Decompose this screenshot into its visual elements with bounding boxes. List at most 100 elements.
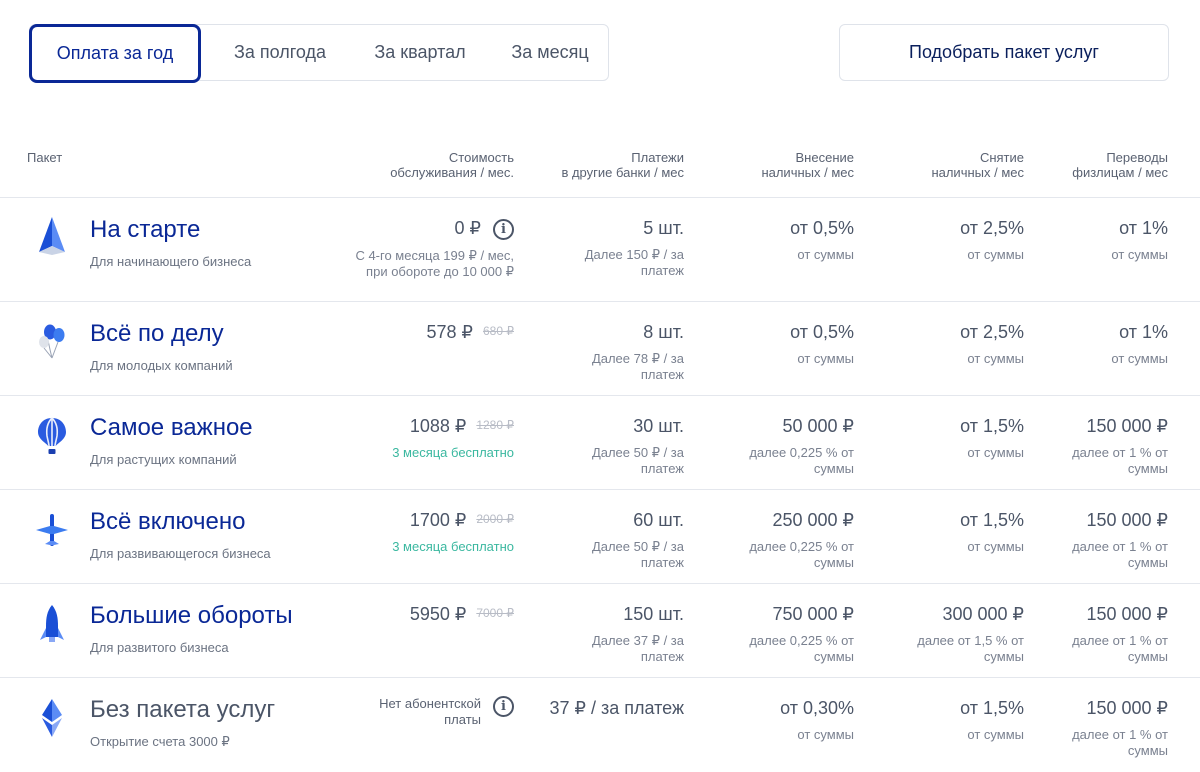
transfers-note: от суммы	[1111, 247, 1168, 262]
withdraw-value: от 1,5%	[960, 698, 1024, 718]
package-description: Для молодых компаний	[90, 358, 233, 373]
withdraw-cell: от 2,5% от суммы	[960, 322, 1024, 367]
payments-note: Далее 50 ₽ / за платеж	[591, 539, 684, 570]
deposit-cell: от 0,30% от суммы	[780, 698, 854, 743]
table-header: Пакет Стоимость обслуживания / мес. Плате…	[0, 150, 1200, 198]
withdraw-value: от 1,5%	[960, 510, 1024, 530]
transfers-value: 150 000 ₽	[1086, 698, 1168, 718]
transfers-value: от 1%	[1119, 322, 1168, 342]
crystal-icon	[36, 698, 68, 738]
deposit-cell: 250 000 ₽ далее 0,225 % от суммы	[749, 510, 854, 571]
transfers-value: от 1%	[1119, 218, 1168, 238]
deposit-note: далее 0,225 % от суммы	[749, 445, 854, 476]
deposit-value: от 0,30%	[780, 698, 854, 718]
price-note: 3 месяца бесплатно	[392, 445, 514, 460]
hot-air-balloon-icon	[36, 416, 68, 456]
package-description: Для развивающегося бизнеса	[90, 546, 271, 561]
withdraw-value: от 2,5%	[960, 322, 1024, 342]
price-cell: 5950 ₽ 7000 ₽	[410, 604, 514, 625]
header-withdraw: Снятие наличных / мес	[931, 150, 1024, 180]
tab-half-year[interactable]: За полгода	[233, 42, 327, 62]
payments-note: Далее 150 ₽ / за платеж	[584, 247, 684, 278]
price: 0 ₽	[454, 218, 481, 238]
transfers-note: далее от 1 % от суммы	[1072, 727, 1168, 758]
payments-note: Далее 78 ₽ / за платеж	[591, 351, 684, 382]
withdraw-value: от 2,5%	[960, 218, 1024, 238]
table-row[interactable]: Всё включено Для развивающегося бизнеса 17…	[0, 490, 1200, 584]
package-description: Для развитого бизнеса	[90, 640, 229, 655]
tab-year[interactable]: Оплата за год	[29, 24, 201, 83]
old-price: 7000 ₽	[476, 606, 514, 620]
deposit-cell: 50 000 ₽ далее 0,225 % от суммы	[749, 416, 854, 477]
transfers-note: далее от 1 % от суммы	[1072, 539, 1168, 570]
transfers-cell: 150 000 ₽ далее от 1 % от суммы	[1072, 604, 1168, 665]
payments-value: 5 шт.	[643, 218, 684, 238]
price: 578 ₽	[426, 322, 474, 342]
price-cell: Нет абонентской платы i	[379, 696, 514, 728]
deposit-value: 750 000 ₽	[772, 604, 854, 624]
transfers-value: 150 000 ₽	[1086, 510, 1168, 530]
billing-period-tabs: Оплата за год За полгода За квартал За м…	[29, 24, 609, 83]
payments-value: 30 шт.	[633, 416, 684, 436]
price-note: 3 месяца бесплатно	[392, 539, 514, 554]
withdraw-cell: от 2,5% от суммы	[960, 218, 1024, 263]
withdraw-value: 300 000 ₽	[942, 604, 1024, 624]
payments-note: Далее 50 ₽ / за платеж	[591, 445, 684, 476]
deposit-cell: от 0,5% от суммы	[790, 218, 854, 263]
package-name[interactable]: Всё включено	[90, 508, 246, 535]
withdraw-cell: от 1,5% от суммы	[960, 416, 1024, 461]
package-name[interactable]: Большие обороты	[90, 602, 293, 629]
withdraw-note: далее от 1,5 % от суммы	[917, 633, 1024, 664]
transfers-cell: от 1% от суммы	[1111, 322, 1168, 367]
price-note: С 4-го месяца 199 ₽ / мес, при обороте до…	[355, 248, 514, 279]
transfers-value: 150 000 ₽	[1086, 416, 1168, 436]
pick-package-button[interactable]: Подобрать пакет услуг	[839, 24, 1169, 81]
withdraw-cell: 300 000 ₽ далее от 1,5 % от суммы	[917, 604, 1024, 665]
deposit-note: далее 0,225 % от суммы	[749, 633, 854, 664]
payments-value: 60 шт.	[633, 510, 684, 530]
package-description: Для начинающего бизнеса	[90, 254, 252, 269]
payments-note: Далее 37 ₽ / за платеж	[591, 633, 684, 664]
payments-value: 37 ₽ / за платеж	[549, 698, 685, 718]
table-row[interactable]: Без пакета услуг Открытие счета 3000 ₽ Нет…	[0, 678, 1200, 772]
package-name[interactable]: Без пакета услуг	[90, 696, 276, 723]
withdraw-note: от суммы	[967, 727, 1024, 742]
package-name[interactable]: Самое важное	[90, 414, 253, 441]
header-transfers: Переводы физлицам / мес	[1072, 150, 1168, 180]
price-cell: 1088 ₽ 1280 ₽ 3 месяца бесплатно	[392, 416, 514, 461]
package-name[interactable]: Всё по делу	[90, 320, 224, 347]
deposit-cell: 750 000 ₽ далее 0,225 % от суммы	[749, 604, 854, 665]
package-name[interactable]: На старте	[90, 216, 201, 243]
airplane-icon	[36, 510, 68, 550]
price: 1088 ₽	[409, 416, 467, 436]
withdraw-note: от суммы	[967, 539, 1024, 554]
deposit-value: от 0,5%	[790, 218, 854, 238]
old-price: 1280 ₽	[476, 418, 514, 432]
deposit-note: от суммы	[797, 351, 854, 366]
info-icon[interactable]: i	[493, 219, 514, 240]
payments-cell: 5 шт. Далее 150 ₽ / за платеж	[585, 218, 684, 279]
transfers-note: от суммы	[1111, 351, 1168, 366]
balloons-icon	[36, 322, 68, 362]
header-payments: Платежи в другие банки / мес	[561, 150, 684, 180]
payments-cell: 60 шт. Далее 50 ₽ / за платеж	[592, 510, 684, 571]
withdraw-note: от суммы	[967, 445, 1024, 460]
tab-month[interactable]: За месяц	[511, 42, 589, 62]
price: 5950 ₽	[409, 604, 467, 624]
transfers-cell: 150 000 ₽ далее от 1 % от суммы	[1072, 416, 1168, 477]
table-row[interactable]: На старте Для начинающего бизнеса 0 ₽ i С 4-…	[0, 198, 1200, 302]
info-icon[interactable]: i	[493, 696, 514, 717]
table-row[interactable]: Самое важное Для растущих компаний 1088 ₽1…	[0, 396, 1200, 490]
withdraw-cell: от 1,5% от суммы	[960, 510, 1024, 555]
table-row[interactable]: Всё по делу Для молодых компаний 578 ₽ 680 …	[0, 302, 1200, 396]
price-cell: 578 ₽ 680 ₽	[427, 322, 515, 343]
transfers-cell: от 1% от суммы	[1111, 218, 1168, 263]
deposit-note: далее 0,225 % от суммы	[749, 539, 854, 570]
table-row[interactable]: Большие обороты Для развитого бизнеса 5950…	[0, 584, 1200, 678]
payments-cell: 30 шт. Далее 50 ₽ / за платеж	[592, 416, 684, 477]
price-cell: 0 ₽ i С 4-го месяца 199 ₽ / мес, при оборот…	[355, 218, 514, 280]
withdraw-note: от суммы	[967, 351, 1024, 366]
package-description: Открытие счета 3000 ₽	[90, 734, 230, 749]
package-description: Для растущих компаний	[90, 452, 237, 467]
tab-quarter[interactable]: За квартал	[374, 42, 466, 62]
